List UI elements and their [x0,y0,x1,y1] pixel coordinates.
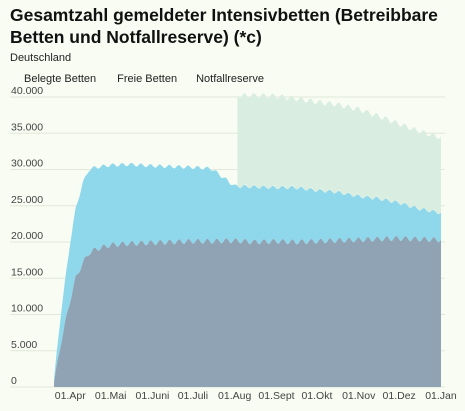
area-notfallreserve[interactable] [237,93,441,215]
x-tick-label: 01.Sept [258,390,294,402]
x-tick-label: 01.Aug [218,390,251,402]
x-tick-label: 01.Jan [425,390,457,402]
y-tick-label: 0 [11,375,17,387]
chart-legend: Belegte Betten Freie Betten Notfallreser… [24,73,264,85]
y-tick-label: 10.000 [11,303,43,315]
x-tick-label: 01.Apr [55,390,86,402]
area-belegte-betten[interactable] [54,236,441,387]
legend-item-belegte-betten[interactable]: Belegte Betten [24,73,97,85]
y-tick-label: 40.000 [11,85,43,97]
chart-subtitle: Deutschland [10,52,72,64]
y-tick-label: 30.000 [11,158,43,170]
legend-item-freie-betten[interactable]: Freie Betten [117,73,178,85]
y-tick-label: 20.000 [11,230,43,242]
y-axis-labels: 0 5.000 10.000 15.000 20.000 25.000 30.000 35.0… [11,85,43,387]
x-tick-label: 01.Okt [301,390,332,402]
chart-areas [54,93,441,387]
x-tick-label: 01.Dez [383,390,416,402]
x-tick-label: 01.Juli [178,390,208,402]
legend-item-notfallreserve[interactable]: Notfallreserve [196,73,264,85]
x-tick-label: 01.Juni [136,390,170,402]
x-tick-label: 01.Nov [342,390,376,402]
x-tick-label: 01.Mai [95,390,127,402]
x-axis-labels: 01.Apr 01.Mai 01.Juni 01.Juli 01.Aug 01.Sept 0… [55,390,457,402]
area-freie-betten[interactable] [54,162,441,384]
y-tick-label: 15.000 [11,266,43,278]
y-tick-label: 35.000 [11,121,43,133]
y-tick-label: 25.000 [11,194,43,206]
chart-title: Gesamtzahl gemeldeter Intensivbetten (Be… [10,5,438,47]
y-tick-label: 5.000 [11,339,37,351]
